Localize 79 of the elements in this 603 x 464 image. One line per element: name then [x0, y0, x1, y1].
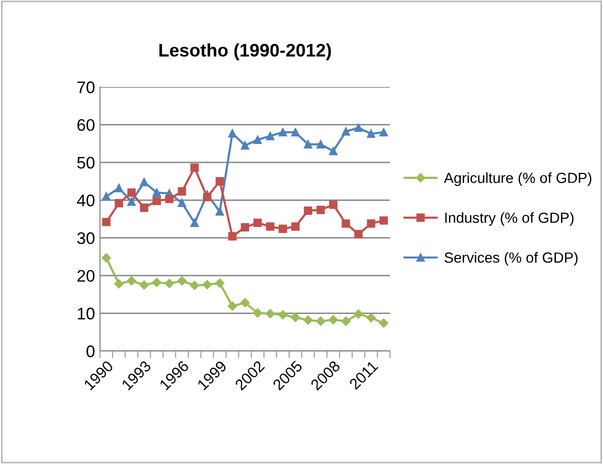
point: [278, 224, 287, 233]
point: [266, 222, 274, 231]
point: [354, 230, 363, 238]
point: [190, 218, 199, 227]
y-tick-label: 20: [77, 270, 94, 282]
point: [228, 129, 237, 138]
point: [152, 196, 161, 206]
point: [329, 146, 338, 156]
point: [341, 316, 350, 326]
point: [102, 253, 111, 262]
point: [126, 276, 136, 286]
point: [240, 223, 250, 232]
point: [190, 280, 200, 290]
point: [240, 298, 250, 308]
point: [127, 197, 136, 206]
point: [366, 313, 376, 322]
y-tick-label: 30: [77, 232, 94, 244]
point: [165, 194, 174, 204]
point: [278, 310, 288, 320]
point: [303, 315, 313, 325]
point: [291, 222, 300, 231]
point: [380, 128, 388, 136]
point: [177, 276, 187, 286]
point: [114, 184, 124, 192]
y-tick-label: 50: [77, 156, 94, 169]
point: [253, 218, 262, 227]
chart-title: Lesotho (1990-2012): [159, 43, 331, 60]
point: [102, 192, 110, 201]
point: [228, 301, 238, 311]
point: [102, 218, 110, 226]
point: [354, 309, 364, 319]
point: [379, 318, 388, 328]
point: [114, 198, 124, 208]
point: [215, 278, 224, 288]
point: [291, 128, 300, 136]
point: [278, 128, 287, 136]
point: [202, 280, 212, 290]
point: [380, 216, 388, 225]
y-tick-label: 0: [86, 345, 94, 358]
point: [178, 187, 186, 196]
point: [252, 308, 262, 318]
point: [342, 127, 350, 136]
point: [216, 207, 224, 216]
point: [240, 141, 250, 150]
y-tick-label: 40: [76, 194, 94, 206]
point: [316, 316, 326, 326]
point: [316, 140, 325, 148]
point: [342, 219, 350, 228]
legend-label: Industry (% of GDP): [445, 212, 574, 226]
point: [304, 140, 312, 148]
y-tick-label: 70: [77, 81, 94, 94]
point: [304, 206, 312, 215]
point: [228, 232, 237, 241]
point: [127, 188, 136, 197]
point: [266, 132, 274, 140]
point: [152, 278, 162, 287]
y-tick-label: 60: [77, 119, 94, 131]
point: [328, 315, 338, 324]
point: [253, 136, 262, 144]
point: [316, 206, 325, 214]
point: [140, 178, 148, 186]
legend-label: Agriculture (% of GDP): [444, 172, 592, 186]
point: [203, 192, 212, 202]
point: [140, 204, 148, 212]
point: [114, 279, 124, 288]
y-tick-label: 10: [78, 308, 94, 320]
legend-label: Services (% of GDP): [444, 252, 578, 266]
point: [290, 312, 300, 322]
point: [216, 177, 224, 186]
point: [164, 278, 174, 288]
point: [366, 130, 376, 138]
point: [266, 309, 275, 318]
point: [329, 200, 338, 209]
point: [366, 219, 376, 228]
point: [152, 188, 161, 197]
point: [178, 198, 186, 207]
point: [190, 164, 199, 172]
point: [354, 124, 363, 132]
point: [140, 280, 149, 290]
